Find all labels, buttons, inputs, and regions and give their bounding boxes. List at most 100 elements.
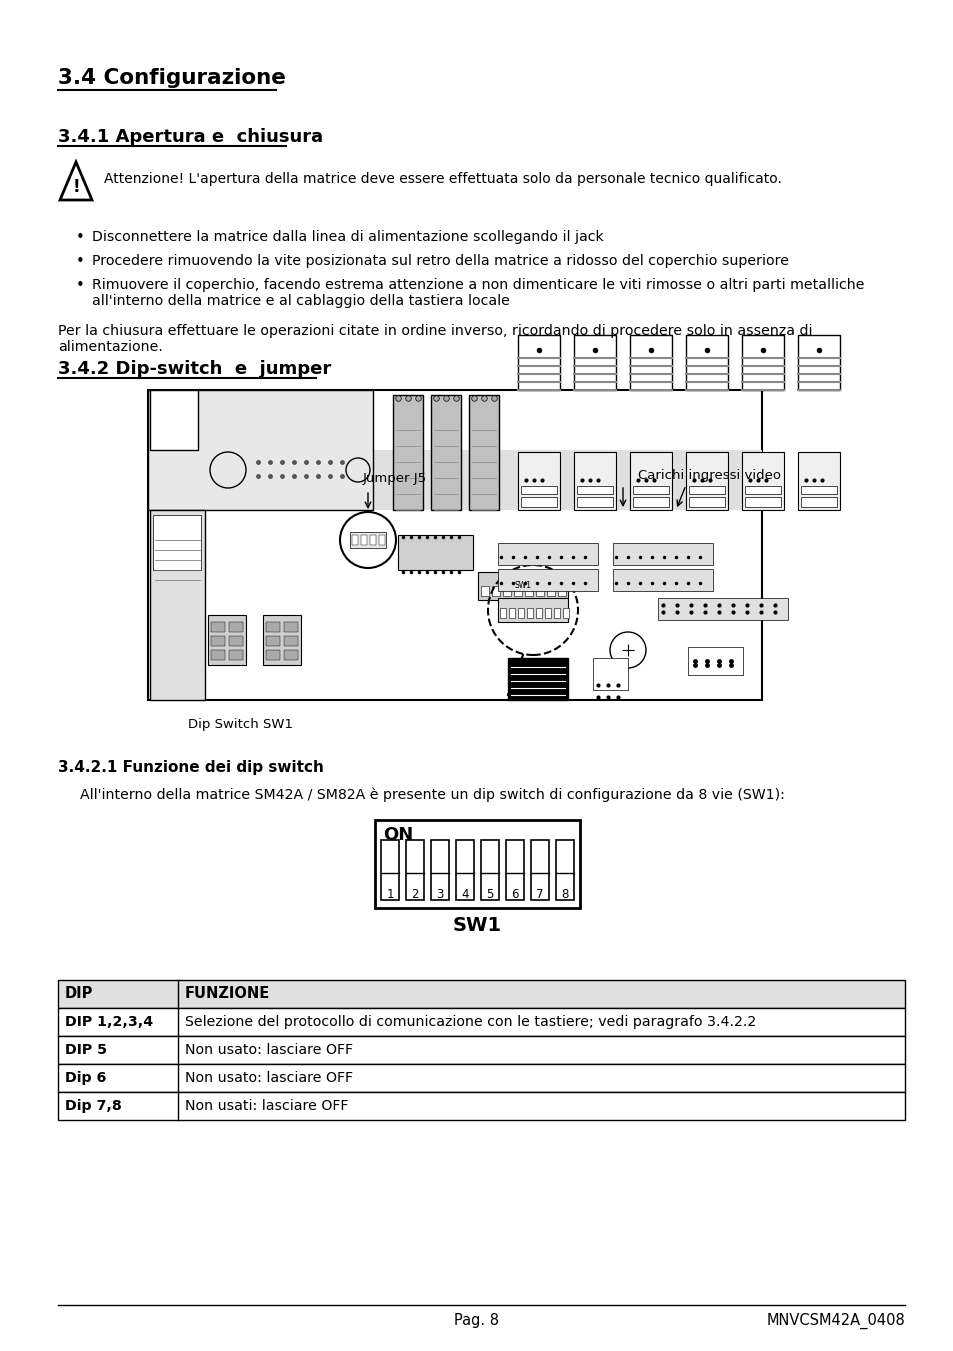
Bar: [352, 535, 357, 544]
Text: ON: ON: [382, 825, 413, 844]
Bar: [497, 569, 598, 590]
Text: 3: 3: [436, 888, 443, 901]
Bar: [797, 453, 840, 509]
Bar: [58, 1065, 904, 1092]
Bar: [536, 608, 541, 617]
Text: FUNZIONE: FUNZIONE: [185, 986, 270, 1001]
Text: 1: 1: [386, 888, 394, 901]
Bar: [266, 621, 280, 632]
Bar: [284, 621, 297, 632]
Text: •: •: [76, 230, 85, 245]
Bar: [658, 598, 787, 620]
Bar: [360, 535, 367, 544]
Bar: [397, 535, 473, 570]
Bar: [577, 486, 613, 494]
Bar: [375, 820, 579, 908]
Text: Non usato: lasciare OFF: Non usato: lasciare OFF: [185, 1043, 353, 1056]
Text: Pag. 8: Pag. 8: [454, 1313, 499, 1328]
Bar: [633, 497, 668, 507]
Bar: [229, 636, 243, 646]
Bar: [613, 569, 712, 590]
Text: Dip Switch SW1: Dip Switch SW1: [188, 717, 293, 731]
Bar: [477, 571, 567, 600]
Bar: [517, 453, 559, 509]
Bar: [536, 586, 543, 596]
Bar: [150, 509, 205, 700]
Text: 6: 6: [511, 888, 518, 901]
Bar: [58, 979, 904, 1008]
Text: •: •: [76, 278, 85, 293]
Bar: [148, 450, 761, 509]
Text: DIP 1,2,3,4: DIP 1,2,3,4: [65, 1015, 153, 1029]
Bar: [509, 608, 515, 617]
Bar: [148, 390, 373, 509]
Bar: [393, 394, 422, 509]
Bar: [687, 647, 742, 676]
Text: MNVCSM42A_0408: MNVCSM42A_0408: [765, 1313, 904, 1329]
Bar: [507, 658, 567, 700]
Bar: [520, 486, 557, 494]
Text: Selezione del protocollo di comunicazione con le tastiere; vedi paragrafo 3.4.2.: Selezione del protocollo di comunicazion…: [185, 1015, 756, 1029]
Bar: [211, 636, 225, 646]
Bar: [492, 586, 499, 596]
Bar: [517, 335, 559, 390]
Text: Attenzione! L'apertura della matrice deve essere effettuata solo da personale te: Attenzione! L'apertura della matrice dev…: [104, 172, 781, 186]
Bar: [629, 335, 671, 390]
Text: 3.4.2 Dip-switch  e  jumper: 3.4.2 Dip-switch e jumper: [58, 359, 331, 378]
Bar: [456, 840, 474, 900]
Bar: [58, 1008, 904, 1036]
Bar: [531, 840, 548, 900]
Bar: [514, 586, 521, 596]
Bar: [58, 1036, 904, 1065]
Bar: [148, 390, 761, 700]
Text: 2: 2: [411, 888, 418, 901]
Bar: [497, 598, 567, 621]
Text: SW1: SW1: [514, 581, 531, 590]
Bar: [562, 608, 568, 617]
Text: Dip 6: Dip 6: [65, 1071, 107, 1085]
Bar: [633, 486, 668, 494]
Bar: [502, 586, 511, 596]
Text: SW1: SW1: [452, 916, 501, 935]
Bar: [801, 497, 836, 507]
Text: Non usato: lasciare OFF: Non usato: lasciare OFF: [185, 1071, 353, 1085]
Bar: [801, 486, 836, 494]
Bar: [554, 608, 559, 617]
Bar: [524, 586, 533, 596]
Bar: [211, 621, 225, 632]
Bar: [499, 608, 505, 617]
Bar: [613, 543, 712, 565]
Bar: [229, 621, 243, 632]
Bar: [685, 335, 727, 390]
Bar: [406, 840, 423, 900]
Bar: [744, 486, 781, 494]
Bar: [517, 608, 523, 617]
Bar: [284, 636, 297, 646]
Bar: [685, 453, 727, 509]
Bar: [208, 615, 246, 665]
Bar: [520, 497, 557, 507]
Bar: [526, 608, 533, 617]
Bar: [480, 586, 489, 596]
Text: 3.4.2.1 Funzione dei dip switch: 3.4.2.1 Funzione dei dip switch: [58, 761, 323, 775]
Text: 3.4.1 Apertura e  chiusura: 3.4.1 Apertura e chiusura: [58, 128, 323, 146]
Text: 5: 5: [486, 888, 493, 901]
Text: Procedere rimuovendo la vite posizionata sul retro della matrice a ridosso del c: Procedere rimuovendo la vite posizionata…: [91, 254, 788, 267]
Bar: [574, 335, 616, 390]
Bar: [480, 840, 498, 900]
Bar: [229, 650, 243, 661]
Bar: [469, 394, 498, 509]
Bar: [152, 515, 201, 570]
Text: 8: 8: [560, 888, 568, 901]
Text: DIP: DIP: [65, 986, 93, 1001]
Bar: [431, 394, 460, 509]
Bar: [350, 532, 386, 549]
Bar: [741, 335, 783, 390]
Text: Non usati: lasciare OFF: Non usati: lasciare OFF: [185, 1098, 348, 1113]
Bar: [263, 615, 301, 665]
Bar: [744, 497, 781, 507]
Bar: [58, 1092, 904, 1120]
Bar: [505, 840, 523, 900]
Text: •: •: [76, 254, 85, 269]
Bar: [266, 650, 280, 661]
